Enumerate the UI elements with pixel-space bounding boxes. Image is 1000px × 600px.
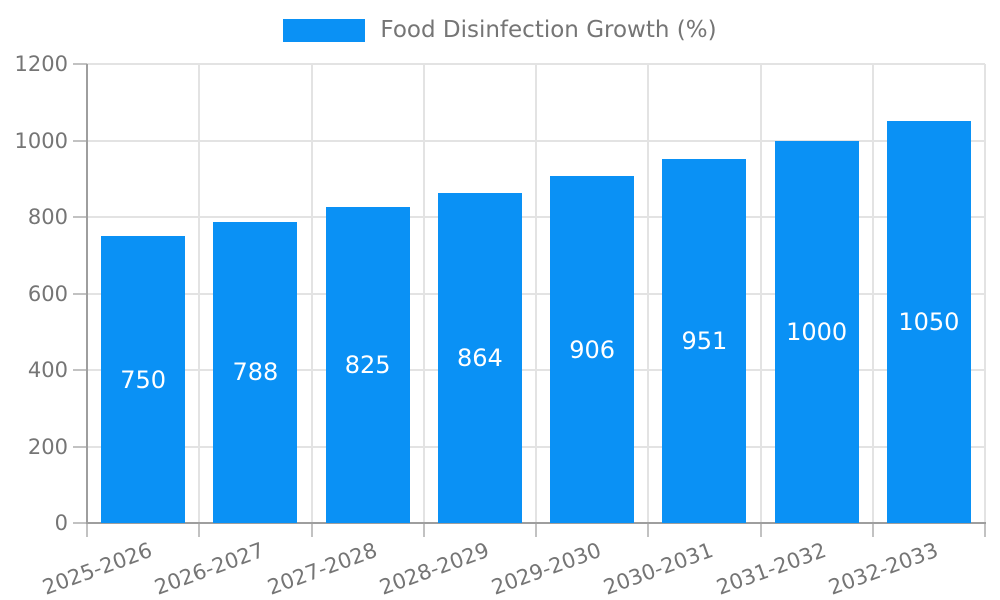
x-axis-tick (310, 523, 313, 537)
bar-value-label: 788 (232, 358, 279, 387)
x-axis-tick (871, 523, 874, 537)
y-axis-tick (73, 292, 87, 295)
gridline-vertical (759, 64, 762, 523)
x-axis-tick (422, 523, 425, 537)
bar (662, 159, 747, 523)
bar (774, 140, 859, 523)
x-axis-tick (647, 523, 650, 537)
y-tick-label: 200 (27, 434, 68, 459)
bar-value-label: 864 (456, 343, 503, 372)
legend-swatch (283, 18, 366, 42)
gridline-vertical (984, 64, 986, 523)
y-axis-tick (73, 445, 87, 448)
x-axis-line (86, 522, 986, 524)
x-axis-tick (86, 523, 88, 537)
y-tick-label: 400 (27, 358, 68, 382)
y-axis-tick (73, 522, 87, 524)
gridline-vertical (535, 64, 537, 523)
gridline-vertical (422, 64, 425, 523)
y-tick-label: 800 (27, 205, 68, 229)
y-axis-line (86, 64, 88, 523)
y-tick-label: 1000 (14, 128, 68, 153)
bar (437, 192, 522, 523)
x-axis-tick (759, 523, 762, 537)
y-axis-tick (73, 63, 87, 65)
y-tick-label: 600 (27, 281, 68, 306)
bar (886, 121, 971, 523)
y-axis-tick (73, 369, 87, 371)
bar-value-label: 1050 (898, 308, 960, 337)
y-tick-label: 1200 (14, 52, 68, 76)
y-axis-tick (73, 216, 87, 218)
y-tick-label: 0 (54, 511, 68, 535)
bar (550, 176, 635, 523)
x-axis-tick (198, 523, 201, 537)
legend-label: Food Disinfection Growth (%) (380, 17, 717, 43)
bar (101, 236, 186, 523)
gridline-vertical (647, 64, 650, 523)
gridline-vertical (198, 64, 201, 523)
x-axis-tick (984, 523, 986, 537)
bar-value-label: 951 (681, 327, 728, 356)
bar-value-label: 906 (569, 335, 616, 364)
chart-legend: Food Disinfection Growth (%) (0, 17, 1000, 43)
x-axis-tick (535, 523, 537, 537)
legend-item[interactable]: Food Disinfection Growth (%) (283, 17, 717, 43)
bar-value-label: 750 (120, 365, 167, 394)
bar-value-label: 1000 (786, 317, 848, 346)
y-axis-tick (73, 139, 87, 142)
bar (213, 221, 298, 523)
bar (325, 207, 410, 523)
gridline-vertical (871, 64, 874, 523)
bar-value-label: 825 (344, 351, 391, 380)
gridline-vertical (310, 64, 313, 523)
